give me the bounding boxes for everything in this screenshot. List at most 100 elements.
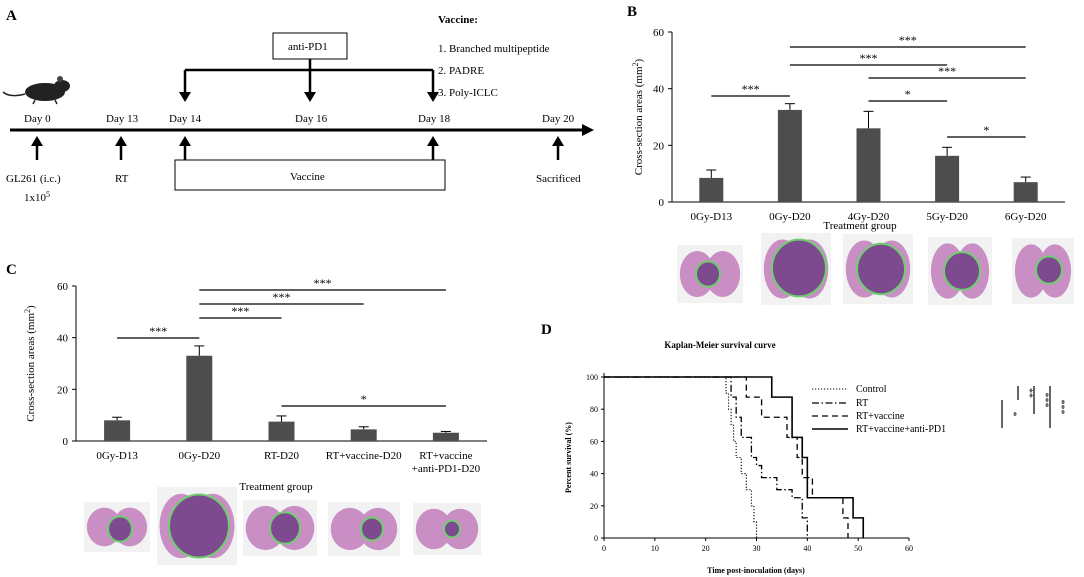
survival-x-tick-label: 0 [602,544,606,553]
tumor-region-c [269,511,301,545]
brain-hemisphere-left-c [330,507,370,551]
survival-x-tick-label: 60 [905,544,913,553]
category-label-c: 0Gy-D20 [179,450,221,462]
panel-d: D Kaplan-Meier survival curve 0 20 40 60 80 10… [541,322,1066,575]
y-tick-label-c: 60 [57,281,69,293]
survival-x-tick-label: 10 [651,544,659,553]
legend-label: Control [856,384,887,395]
survival-x-tick-label: 20 [702,544,710,553]
anti-pd1-arrows [179,70,439,102]
day-label-16: Day 16 [295,113,328,125]
bar-c [350,429,377,441]
survival-significance-label: *** [1039,393,1050,408]
survival-x-tick-label: 50 [854,544,862,553]
timeline-arrowhead [582,124,594,136]
significance-label-b: * [983,123,989,137]
y-axis-label-c: Cross-section areas (mm2) [23,305,37,422]
bar-b [856,128,881,202]
survival-significance-label: * [1007,412,1018,417]
survival-y-axis-label: Percent survival (%) [564,422,573,493]
panel-label-b: B [627,4,637,20]
bar-c [268,421,295,441]
significance-label-b: *** [742,82,760,96]
y-tick-label-b: 20 [653,140,665,152]
bar-c [186,355,213,441]
y-axis-label-b: Cross-section areas (mm2) [631,58,645,175]
survival-y-tick-label: 80 [590,405,598,414]
x-axis-label-c: Treatment group [239,481,313,493]
significance-label-b: *** [938,64,956,78]
day-label-13: Day 13 [106,113,139,125]
panel-label-c: C [6,262,17,278]
y-tick-label-b: 60 [653,27,665,39]
tumor-region-b [695,260,721,288]
tumor-region-b [943,251,981,291]
vaccine-box [174,159,446,191]
significance-label-c: *** [149,324,167,338]
mouse-icon [2,76,70,105]
category-label-b: 0Gy-D13 [691,211,733,223]
tumor-region-b [856,242,906,296]
panel-c: C 0 20 40 60 Cross-section areas (mm2) 0Gy-D1… [6,262,487,565]
survival-x-tick-label: 30 [753,544,761,553]
legend-label: RT [856,398,868,409]
bar-b [1013,182,1038,202]
brain-images-c [84,487,481,565]
category-label-b: 6Gy-D20 [1005,211,1047,223]
bar-chart-b: 0 20 40 60 Cross-section areas (mm2) 0Gy-D13 0… [631,27,1065,232]
category-label-b: 0Gy-D20 [769,211,811,223]
tumor-region-b [771,238,827,298]
legend-label: RT+vaccine+anti-PD1 [856,424,946,435]
survival-x-tick-label: 40 [803,544,811,553]
significance-label-b: *** [860,51,878,65]
significance-label-c: *** [231,304,249,318]
x-axis-label-b: Treatment group [823,220,897,232]
significance-label-c: * [361,392,367,406]
brain-hemisphere-left-b [1014,244,1048,298]
category-label-c: +anti-PD1-D20 [412,463,481,475]
day-label-14: Day 14 [169,113,202,125]
survival-y-tick-label: 20 [590,502,598,511]
survival-x-axis-label: Time post-inoculation (days) [707,566,805,575]
bar-b [777,109,802,202]
bar-c [432,432,459,441]
survival-line-rt [604,376,808,538]
panel-label-a: A [6,8,17,24]
significance-label-c: *** [273,290,291,304]
bar-chart-c: 0 20 40 60 Cross-section areas (mm2) 0Gy-D13 0… [23,276,487,493]
category-label-c: RT+vaccine-D20 [326,450,402,462]
panel-a: A Day 0 Day 13 Day 14 Day 16 Day 18 Day … [2,8,594,204]
rt-label: RT [115,173,129,185]
anti-pd1-label: anti-PD1 [288,41,328,53]
gl261-label: GL261 (i.c.) [6,173,61,185]
y-tick-label-c: 0 [63,436,69,448]
survival-line-rt-vaccine [604,376,849,538]
y-tick-label-b: 0 [659,197,665,209]
survival-significance-label: ** [1023,388,1034,398]
category-label-c: RT+vaccine [419,450,472,462]
significance-label-b: * [905,87,911,101]
bar-c [104,420,131,441]
legend-label: RT+vaccine [856,411,905,422]
survival-line-rt-vaccine-anti-pd1 [604,376,865,538]
survival-chart-d: Kaplan-Meier survival curve 0 20 40 60 80 100 0… [564,340,1066,575]
vaccine-box-label: Vaccine [290,171,325,183]
tumor-region-c [107,515,133,543]
survival-y-tick-label: 40 [590,470,598,479]
brain-hemisphere-left-c [415,508,452,550]
sacrificed-label: Sacrificed [536,173,581,185]
significance-label-b: *** [899,33,917,47]
vaccine-item-2: 2. PADRE [438,65,484,77]
bar-b [699,177,724,202]
event-arrows [31,136,564,160]
survival-chart-title: Kaplan-Meier survival curve [664,340,775,350]
vaccine-title: Vaccine: [438,14,478,26]
tumor-region-c [360,516,384,542]
survival-line-control [604,376,758,538]
day-label-20: Day 20 [542,113,575,125]
survival-y-tick-label: 0 [594,534,598,543]
significance-label-c: *** [314,276,332,290]
brain-images-b [677,233,1074,305]
tumor-region-c [443,519,461,539]
